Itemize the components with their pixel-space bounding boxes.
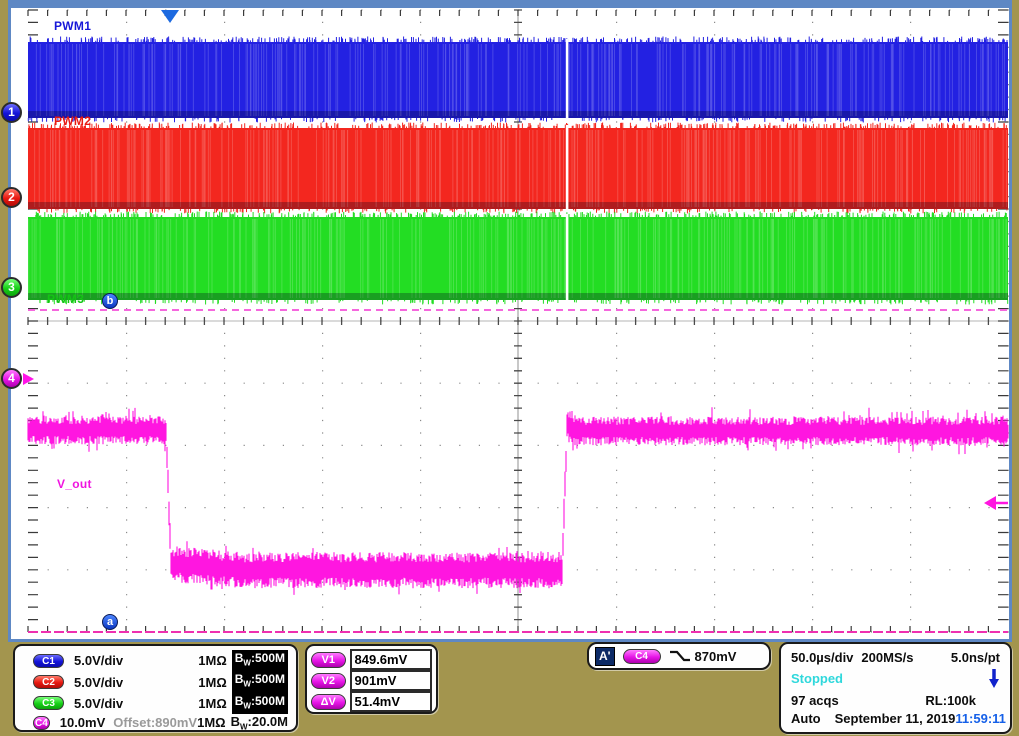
channel-1-bandwidth-badge[interactable]: BW:500M (231, 650, 288, 672)
channel-4-arrow-icon (23, 373, 34, 385)
trigger-readout-box: A' C4 870mV (587, 642, 771, 670)
channel-2-marker[interactable]: 2 (1, 187, 22, 208)
channel-3-badge[interactable]: C3 (33, 696, 64, 711)
cursor-a-marker[interactable]: a (102, 614, 118, 630)
falling-edge-icon (669, 650, 690, 662)
sample-resolution: 5.0ns/pt (950, 649, 1000, 665)
channel-4-offset: Offset:890mV (113, 715, 198, 731)
v2-row: V2 901mV (311, 670, 432, 691)
acquisition-status: Stopped (791, 671, 843, 687)
channel-4-marker[interactable]: 4 (1, 368, 22, 389)
channel-2-row: C2 5.0V/div 1MΩ BW:500M (21, 671, 288, 693)
waveform-display (8, 0, 1012, 642)
date-text: September 11, 2019 (834, 711, 956, 727)
delta-v-value: 51.4mV (349, 691, 432, 712)
channel-1-marker[interactable]: 1 (1, 102, 22, 123)
vout-label: V_out (57, 477, 92, 491)
channel-2-badge[interactable]: C2 (33, 675, 64, 690)
channel-4-badge[interactable]: C4 (33, 715, 50, 730)
channel-2-bandwidth-badge[interactable]: BW:500M (231, 671, 288, 693)
pwm1-label: PWM1 (54, 19, 92, 33)
timebase-box: 50.0µs/div 200MS/s 5.0ns/pt Stopped 97 a… (779, 642, 1012, 734)
trigger-level-value[interactable]: 870mV (694, 648, 737, 664)
channel-3-row: C3 5.0V/div 1MΩ BW:500M (21, 692, 288, 715)
cursor-b-marker[interactable]: b (102, 293, 118, 309)
trigger-indicator-icon (989, 669, 999, 689)
delta-v-badge[interactable]: ΔV (311, 693, 346, 710)
record-length: RL:100k (925, 692, 976, 708)
channel-settings-box: C1 5.0V/div 1MΩ BW:500M C2 5.0V/div 1MΩ … (13, 644, 298, 732)
channel-4-row: C4 10.0mV Offset:890mV 1MΩ BW:20.0M (21, 714, 288, 732)
v1-value: 849.6mV (349, 649, 432, 670)
channel-3-bandwidth-badge[interactable]: BW:500M (231, 692, 288, 715)
channel-4-scale[interactable]: 10.0mV (59, 715, 106, 731)
trigger-position-icon (161, 10, 179, 23)
trigger-source-badge[interactable]: C4 (622, 648, 661, 664)
trigger-a-badge[interactable]: A' (595, 646, 615, 666)
sample-rate: 200MS/s (861, 649, 914, 665)
delta-v-row: ΔV 51.4mV (311, 691, 432, 712)
time-text: 11:59:11 (955, 711, 1006, 727)
channel-1-impedance: 1MΩ (198, 653, 227, 669)
v2-badge[interactable]: V2 (311, 672, 346, 689)
channel-1-badge[interactable]: C1 (33, 653, 64, 668)
channel-4-impedance: 1MΩ (197, 715, 226, 731)
v1-badge[interactable]: V1 (311, 651, 346, 668)
channel-3-impedance: 1MΩ (198, 695, 227, 711)
channel-3-marker[interactable]: 3 (1, 277, 22, 298)
channel-1-row: C1 5.0V/div 1MΩ BW:500M (21, 650, 288, 672)
pwm3-label: PWM3 (47, 292, 85, 306)
trigger-mode[interactable]: Auto (791, 711, 821, 727)
channel-2-scale[interactable]: 5.0V/div (74, 674, 124, 690)
channel-4-bandwidth: BW:20.0M (230, 714, 288, 732)
graticule-and-waveforms (27, 9, 1009, 633)
cursor-measurements-box: V1 849.6mV V2 901mV ΔV 51.4mV (305, 644, 438, 714)
v1-row: V1 849.6mV (311, 649, 432, 670)
v2-value: 901mV (349, 670, 432, 691)
channel-1-scale[interactable]: 5.0V/div (74, 653, 124, 669)
trigger-level-icon (984, 496, 996, 510)
acquisition-count: 97 acqs (791, 692, 839, 708)
horizontal-scale[interactable]: 50.0µs/div (791, 649, 854, 665)
channel-3-scale[interactable]: 5.0V/div (74, 695, 124, 711)
channel-2-impedance: 1MΩ (198, 674, 227, 690)
pwm2-label: PWM2 (54, 114, 92, 128)
